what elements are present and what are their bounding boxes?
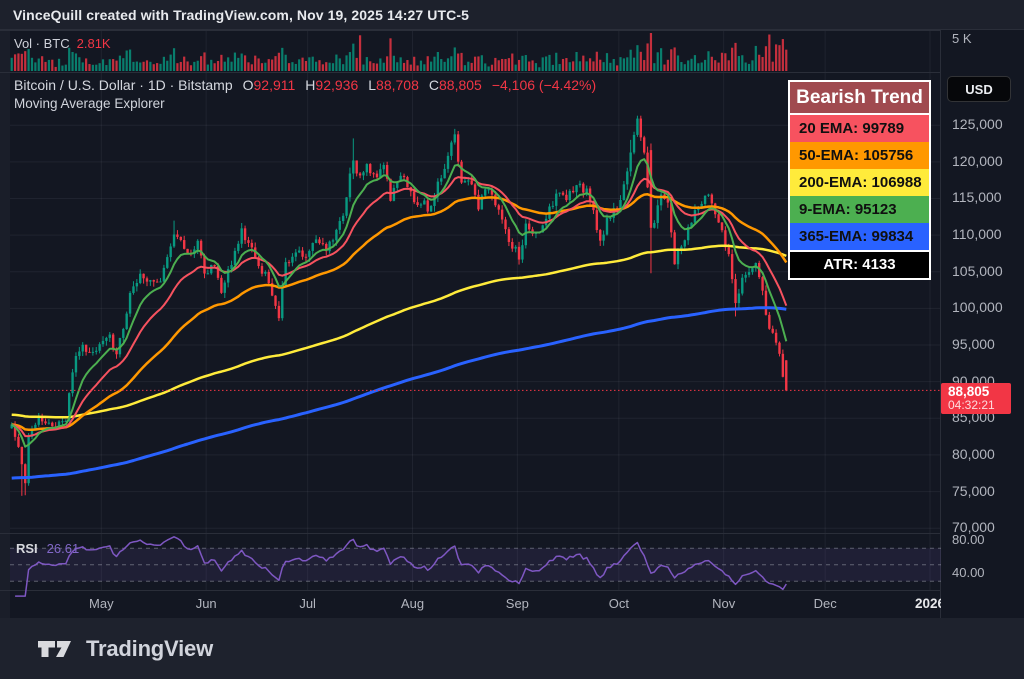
indicator-name: Moving Average Explorer (14, 96, 165, 111)
time-axis[interactable]: May Jun Jul Aug Sep Oct Nov Dec 2026 (89, 596, 941, 611)
ema-50-line (11, 193, 788, 431)
volume-label: Vol · BTC (14, 36, 70, 51)
time-axis-year-label: 2026 (915, 596, 941, 611)
time-axis-label: Nov (712, 596, 736, 611)
ema9-row: 9-EMA: 95123 (790, 196, 929, 223)
volume-legend: Vol · BTC 2.81K (14, 36, 111, 51)
ohlc-low: L88,708 (368, 77, 419, 93)
price-chart-canvas[interactable]: May Jun Jul Aug Sep Oct Nov Dec 2026 (0, 30, 941, 618)
price-tick-label: 70,000 (952, 519, 995, 536)
ohlc-close: C88,805 (428, 77, 482, 93)
trend-status-box: Bearish Trend 20 EMA: 99789 50-EMA: 1057… (788, 80, 931, 280)
currency-button[interactable]: USD (947, 76, 1011, 102)
time-axis-label: Jul (299, 596, 316, 611)
footer-bar: TradingView (0, 618, 1024, 679)
ema20-row: 20 EMA: 99789 (790, 115, 929, 142)
price-tick-label: 125,000 (952, 116, 1003, 133)
volume-value: 2.81K (76, 36, 111, 51)
price-tick-label: 100,000 (952, 299, 1003, 316)
rsi-tick-label: 80.00 (952, 532, 985, 547)
trend-title: Bearish Trend (790, 82, 929, 115)
price-tick-label: 105,000 (952, 262, 1003, 279)
time-axis-label: Sep (506, 596, 529, 611)
atr-row: ATR: 4133 (790, 250, 929, 278)
ema200-row: 200-EMA: 106988 (790, 169, 929, 196)
symbol-legend: Bitcoin / U.S. Dollar · 1D · Bitstamp O92… (14, 77, 596, 111)
tradingview-logo[interactable]: TradingView (36, 635, 213, 663)
symbol-title: Bitcoin / U.S. Dollar · 1D · Bitstamp (14, 77, 233, 93)
time-axis-label: Dec (814, 596, 838, 611)
bar-countdown: 04:32:21 (948, 398, 995, 412)
price-tick-label: 95,000 (952, 336, 995, 353)
price-tick-label: 75,000 (952, 482, 995, 499)
change-value: −4,106 (−4.42%) (491, 77, 597, 93)
volume-series (10, 33, 788, 71)
last-price-badge: 88,805 04:32:21 (941, 383, 1011, 414)
ohlc-high: H92,936 (305, 77, 359, 93)
rsi-tick-label: 40.00 (952, 565, 985, 580)
ema-9-line (11, 158, 788, 448)
tradingview-brand-text: TradingView (86, 635, 213, 661)
attribution-bar: VinceQuill created with TradingView.com,… (0, 0, 1024, 30)
time-axis-label: Oct (609, 596, 630, 611)
price-tick-label: 120,000 (952, 152, 1003, 169)
ohlc-open: O92,911 (242, 77, 296, 93)
attribution-text: VinceQuill created with TradingView.com,… (13, 6, 469, 23)
price-tick-label: 115,000 (952, 189, 1002, 206)
ema365-row: 365-EMA: 99834 (790, 223, 929, 250)
price-tick-label: 80,000 (952, 445, 995, 462)
tradingview-logo-icon (38, 640, 71, 657)
ema50-row: 50-EMA: 105756 (790, 142, 929, 169)
volume-scale-label: 5 K (952, 31, 972, 46)
ema-365-line (11, 306, 787, 480)
time-axis-label: Jun (196, 596, 217, 611)
rsi-band (10, 548, 941, 582)
time-axis-label: May (89, 596, 114, 611)
price-tick-label: 110,000 (952, 226, 1002, 243)
rsi-legend: RSI 26.61 (16, 541, 79, 556)
candlestick-series (10, 115, 788, 496)
ema-200-line (11, 244, 787, 419)
time-axis-label: Aug (401, 596, 424, 611)
symbol-title-row: Bitcoin / U.S. Dollar · 1D · Bitstamp O92… (14, 77, 596, 93)
rsi-value: 26.61 (46, 541, 80, 556)
rsi-label: RSI (16, 541, 38, 556)
rsi-line (15, 536, 787, 597)
last-price-value: 88,805 (948, 384, 990, 399)
